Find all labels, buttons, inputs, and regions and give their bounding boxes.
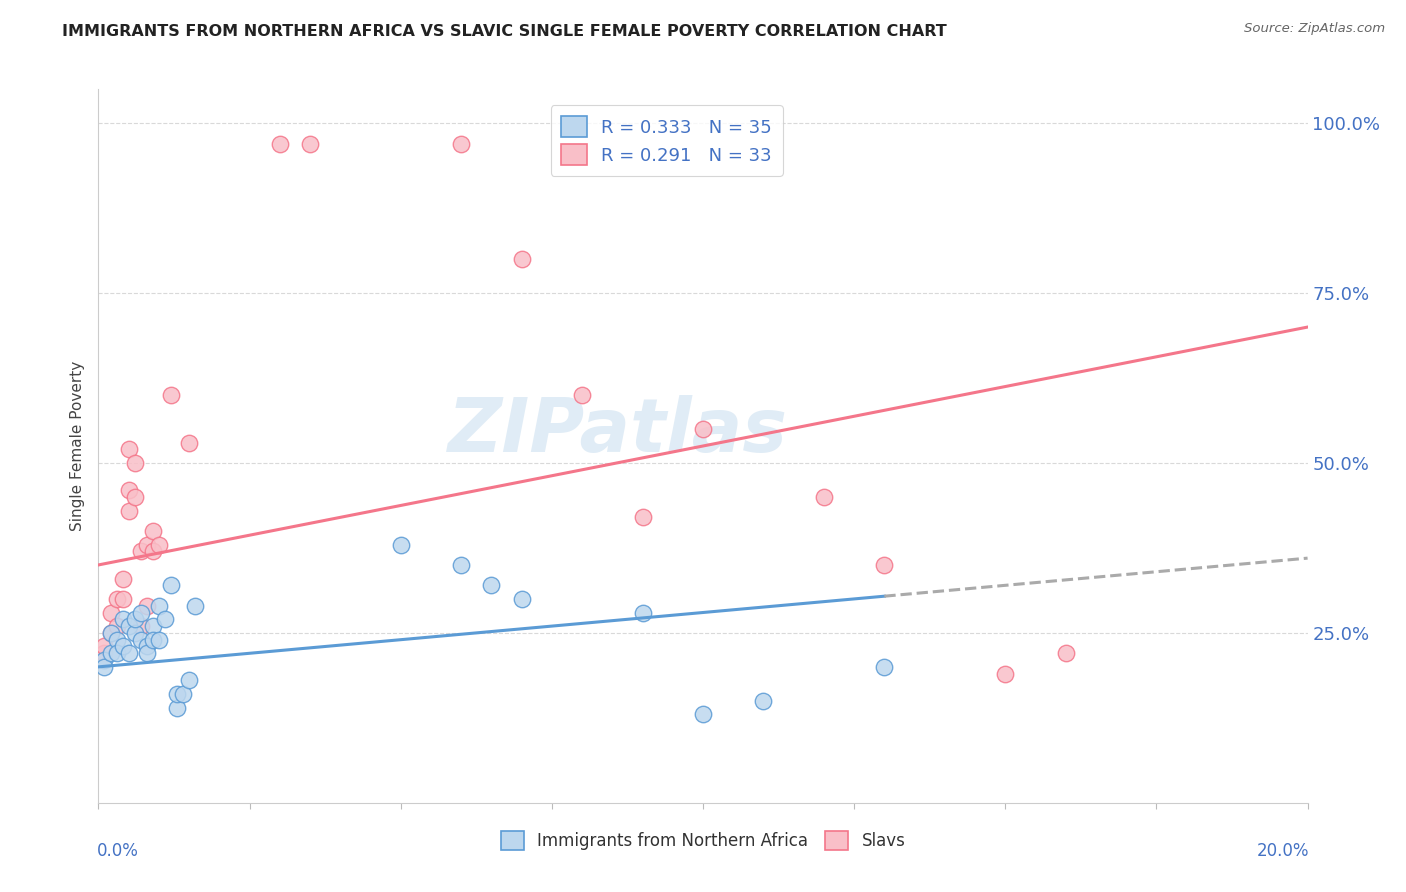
Text: IMMIGRANTS FROM NORTHERN AFRICA VS SLAVIC SINGLE FEMALE POVERTY CORRELATION CHAR: IMMIGRANTS FROM NORTHERN AFRICA VS SLAVI…	[62, 24, 946, 39]
Point	[510, 591, 533, 606]
Point	[129, 544, 152, 558]
Point	[111, 572, 134, 586]
Point	[166, 687, 188, 701]
Point	[179, 435, 201, 450]
Point	[124, 490, 146, 504]
Point	[105, 619, 128, 633]
Point	[118, 442, 141, 457]
Point	[105, 646, 128, 660]
Point	[510, 252, 533, 266]
Point	[129, 606, 152, 620]
Point	[124, 612, 146, 626]
Point	[135, 646, 157, 660]
Point	[124, 626, 146, 640]
Point	[481, 578, 503, 592]
Point	[692, 707, 714, 722]
Point	[631, 510, 654, 524]
Point	[299, 136, 322, 151]
Point	[994, 666, 1017, 681]
Point	[135, 640, 157, 654]
Point	[118, 646, 141, 660]
Point	[142, 632, 165, 647]
Legend: Immigrants from Northern Africa, Slavs: Immigrants from Northern Africa, Slavs	[492, 822, 914, 859]
Point	[111, 640, 134, 654]
Point	[148, 632, 170, 647]
Point	[631, 606, 654, 620]
Text: Source: ZipAtlas.com: Source: ZipAtlas.com	[1244, 22, 1385, 36]
Point	[450, 136, 472, 151]
Point	[142, 544, 165, 558]
Y-axis label: Single Female Poverty: Single Female Poverty	[70, 361, 86, 531]
Point	[571, 388, 593, 402]
Point	[179, 673, 201, 688]
Point	[111, 612, 134, 626]
Point	[100, 606, 122, 620]
Point	[135, 537, 157, 551]
Point	[118, 503, 141, 517]
Point	[813, 490, 835, 504]
Point	[148, 537, 170, 551]
Point	[129, 632, 152, 647]
Point	[166, 700, 188, 714]
Point	[100, 626, 122, 640]
Point	[148, 599, 170, 613]
Point	[752, 694, 775, 708]
Point	[873, 660, 896, 674]
Point	[93, 653, 115, 667]
Point	[129, 619, 152, 633]
Point	[184, 599, 207, 613]
Point	[142, 619, 165, 633]
Text: 20.0%: 20.0%	[1257, 842, 1309, 860]
Point	[153, 612, 176, 626]
Point	[93, 640, 115, 654]
Point	[124, 456, 146, 470]
Point	[873, 558, 896, 572]
Point	[142, 524, 165, 538]
Point	[692, 422, 714, 436]
Point	[100, 646, 122, 660]
Text: ZIPatlas: ZIPatlas	[449, 395, 789, 468]
Point	[1054, 646, 1077, 660]
Point	[172, 687, 194, 701]
Point	[389, 537, 412, 551]
Point	[135, 599, 157, 613]
Point	[118, 619, 141, 633]
Point	[100, 626, 122, 640]
Text: 0.0%: 0.0%	[97, 842, 139, 860]
Point	[105, 591, 128, 606]
Point	[269, 136, 291, 151]
Point	[160, 578, 183, 592]
Point	[105, 632, 128, 647]
Point	[160, 388, 183, 402]
Point	[118, 483, 141, 498]
Point	[93, 646, 115, 660]
Point	[450, 558, 472, 572]
Point	[111, 591, 134, 606]
Point	[93, 660, 115, 674]
